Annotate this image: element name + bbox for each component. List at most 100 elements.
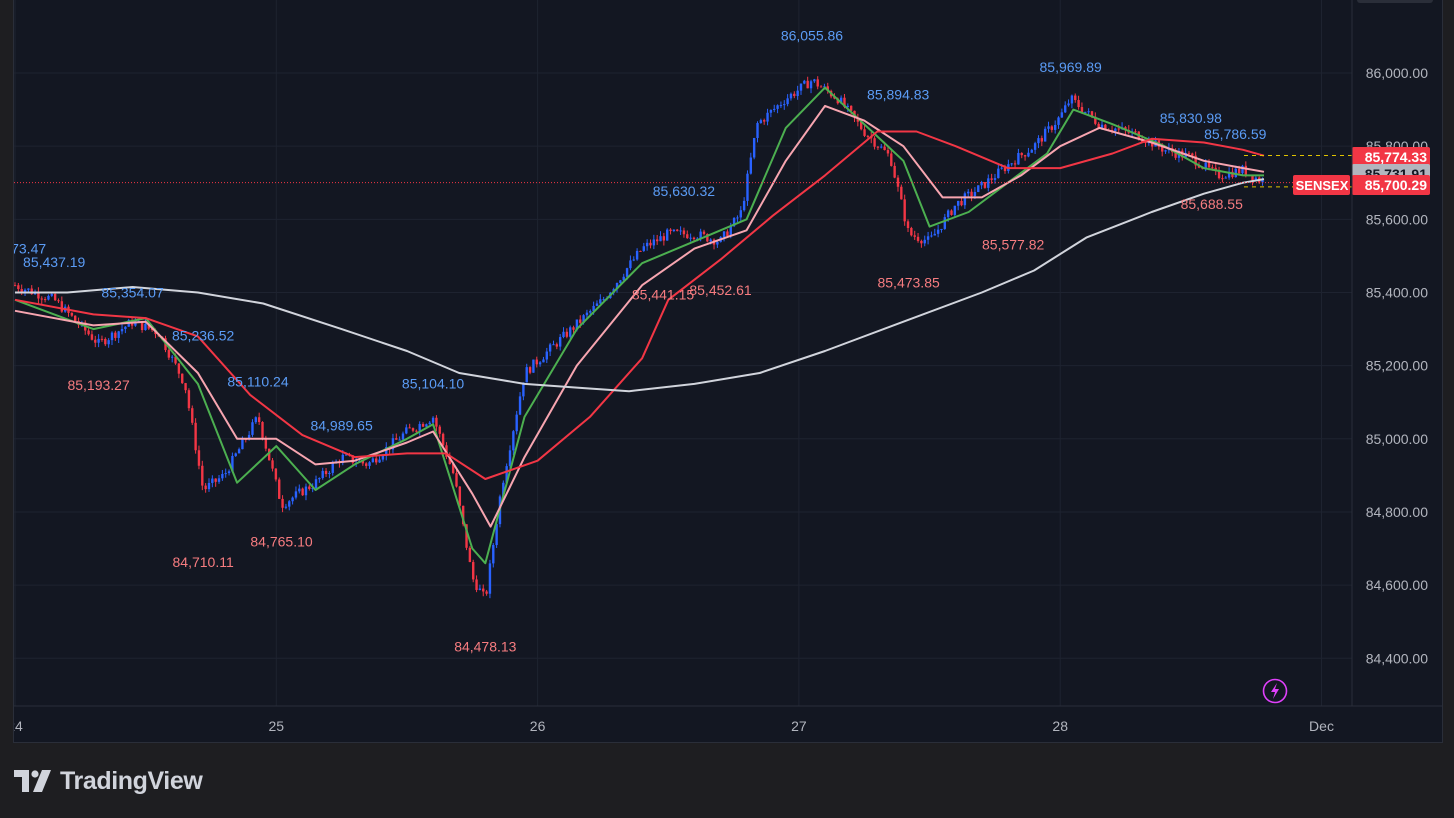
symbol-tag-bg [1293,175,1350,195]
candle-body [548,344,552,352]
low-label: 84,478.13 [454,639,516,655]
tradingview-branding[interactable]: TradingView [14,764,203,798]
candle-body [967,191,970,194]
candle [308,484,311,491]
candle [1047,121,1050,133]
candle-body [726,231,729,237]
candle-body [987,178,990,188]
candle [515,410,518,435]
low-label: 84,710.11 [173,554,234,570]
candle [545,347,548,364]
candle-body [167,350,171,358]
candle [74,315,77,322]
price-axis[interactable]: 86,000.0085,800.0085,600.0085,400.0085,2… [1366,65,1428,666]
candle-body [960,200,963,206]
candle-body [284,506,288,508]
candle [1030,148,1033,153]
candle-body [930,235,933,237]
candle-body [1057,117,1060,125]
candle-body [344,454,348,456]
candle-body [441,433,445,446]
low-label: 84,765.10 [250,534,312,550]
candle-body [194,422,197,451]
candle-body [1204,162,1207,169]
grid [14,0,1352,706]
candle [669,228,672,235]
candle [278,477,281,500]
candle [726,229,729,237]
candle [328,470,331,479]
candle-body [214,478,217,482]
candle-body [1027,152,1030,157]
candle-body [241,438,244,450]
candle-body [742,200,746,211]
candle-body [572,327,575,330]
candle [736,215,739,223]
candle-body [1241,165,1244,174]
price-axis-label: 85,600.00 [1366,211,1428,227]
candle [485,589,488,596]
candle-body [371,458,375,463]
candle-body [1237,168,1241,174]
candle [408,423,411,429]
candle-body [318,478,321,480]
candle-body [321,470,324,479]
candle-body [1194,155,1197,166]
candle-body [863,129,866,136]
candle [1033,141,1037,154]
candle-body [1094,116,1097,124]
candle [789,92,793,101]
candle [274,468,278,482]
lightning-icon[interactable] [1262,678,1288,704]
candle [762,118,766,125]
candle-body [1097,123,1100,129]
candle-body [227,471,231,474]
candle [1020,152,1023,159]
candle-body [1217,170,1221,179]
candle-body [752,137,756,158]
candle [890,150,893,167]
tradingview-wordmark: TradingView [60,766,203,795]
candle-body [94,339,97,343]
candle-body [197,450,201,466]
candle [482,584,485,597]
candle-body [87,330,90,335]
candle-body [254,417,258,423]
high-label: 85,104.10 [402,376,464,392]
candle-body [448,456,452,465]
candle-body [341,454,344,463]
high-label: 85,630.32 [653,183,715,199]
candle [796,85,799,100]
candle-body [351,455,355,463]
candle [1017,148,1020,165]
candle [783,100,786,110]
candle [1023,154,1027,161]
candle [421,422,425,428]
candle [371,455,375,463]
candle [569,325,572,339]
candle-body [191,408,194,423]
candle [666,228,669,241]
candle-body [461,505,465,525]
candle [472,559,475,583]
candle-body [184,383,187,391]
candle-body [682,230,686,235]
candle [873,136,876,150]
candle-body [124,326,127,330]
candle [1217,166,1221,180]
candle-body [793,93,796,97]
candle [1007,159,1010,174]
price-tag: 85,700.29 [1352,175,1430,195]
candle [428,421,431,425]
candle-body [940,228,943,230]
candle-body [257,417,261,422]
candle [863,124,866,138]
candle [542,356,545,363]
time-axis-label: 25 [269,718,285,734]
candle-body [234,453,237,456]
candle-body [107,340,110,345]
candle-body [779,105,783,107]
ma-mid-line [14,104,1265,528]
